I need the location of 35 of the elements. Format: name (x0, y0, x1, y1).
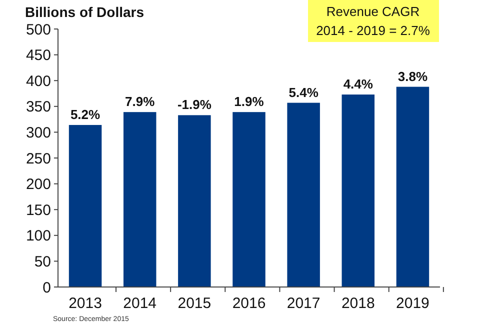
annotation: 5.2% (70, 106, 101, 122)
y-axis-title: Billions of Dollars (25, 4, 144, 20)
x-tick-label: 2019 (396, 295, 430, 312)
y-tick-label: 200 (26, 176, 51, 194)
x-tick-label: 2018 (341, 295, 375, 312)
y-tick-label: 400 (26, 72, 51, 90)
y-tick-label: 0 (42, 279, 51, 296)
y-tick-label: 100 (26, 228, 51, 245)
x-tick-label: 2016 (232, 295, 266, 312)
bar (342, 94, 375, 287)
annotation: 4.4% (343, 76, 374, 92)
annotation: 2014 - 2019 = 2.7% (316, 23, 430, 38)
annotation: 7.9% (125, 94, 156, 110)
text: Revenue CAGR (326, 4, 420, 19)
bar (68, 124, 102, 287)
bar (232, 112, 266, 287)
y-tick-label: 50 (34, 253, 51, 270)
x-tick-label: 2015 (178, 295, 212, 312)
x-tick-label: 2017 (286, 295, 320, 312)
annotation: 1.9% (234, 94, 264, 110)
bar (178, 115, 211, 287)
y-tick-label: 450 (26, 47, 51, 64)
bar (396, 86, 430, 287)
y-tick-label: 300 (26, 124, 51, 142)
x-tick-label: 2013 (68, 295, 102, 312)
annotation: 3.8% (398, 68, 428, 84)
y-tick-label: 150 (26, 202, 51, 219)
bar (123, 112, 156, 287)
annotation: 5.4% (288, 84, 319, 100)
annotation: -1.9% (177, 97, 212, 112)
bar (287, 102, 320, 287)
y-tick-label: 350 (26, 98, 51, 116)
x-tick-label: 2014 (123, 295, 157, 312)
y-tick-label: 500 (26, 21, 51, 38)
y-tick-label: 250 (26, 150, 51, 168)
